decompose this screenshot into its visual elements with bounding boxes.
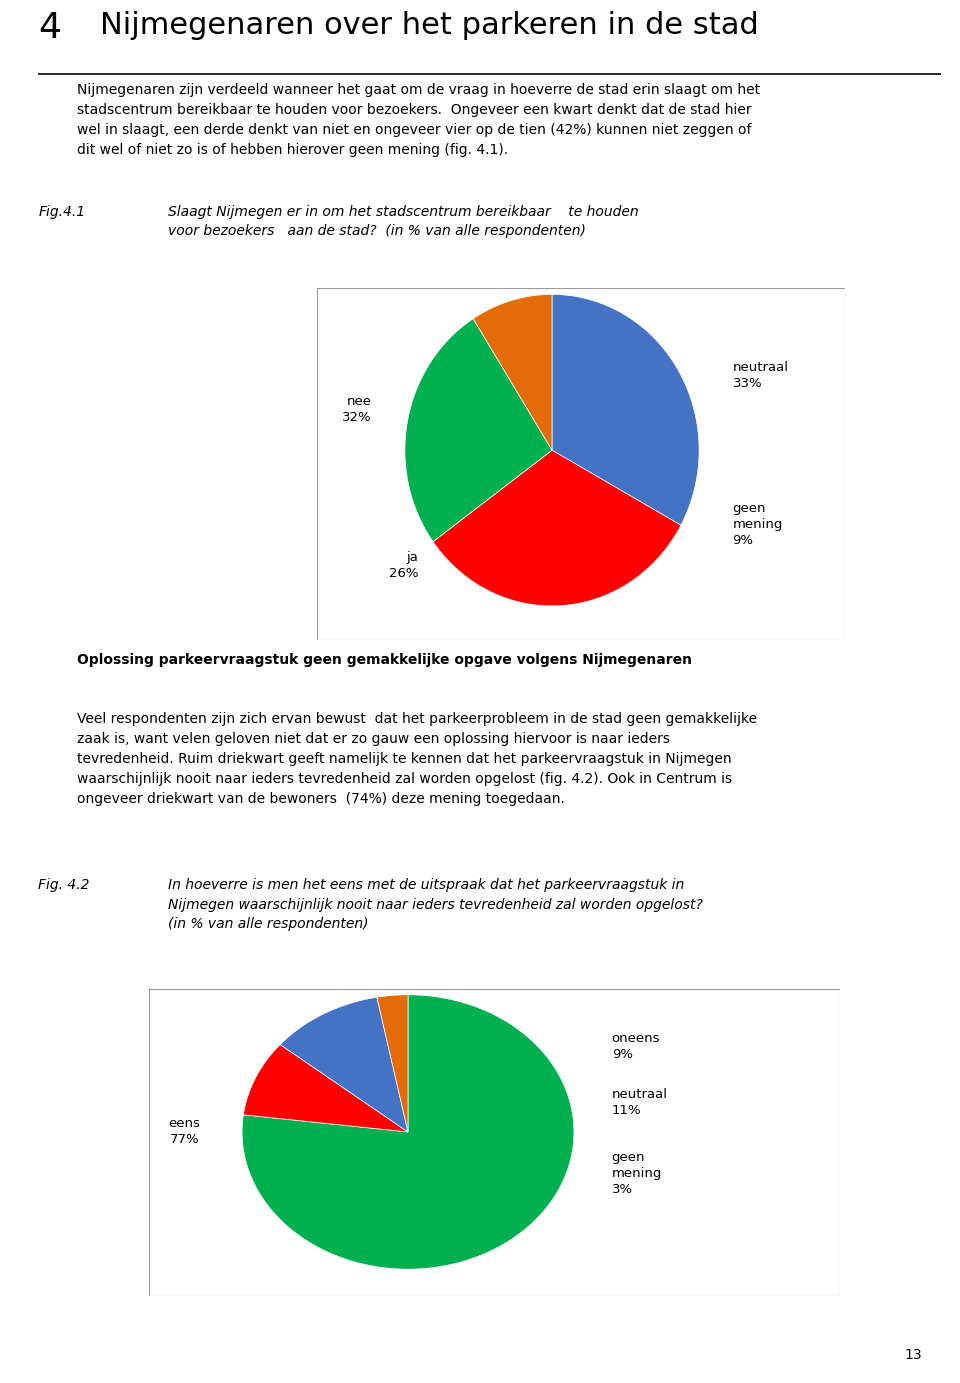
Text: neutraal
33%: neutraal 33% xyxy=(732,361,788,390)
Text: eens
77%: eens 77% xyxy=(168,1117,200,1147)
Text: 4: 4 xyxy=(38,11,61,46)
Text: Fig.4.1: Fig.4.1 xyxy=(38,205,85,219)
Polygon shape xyxy=(552,295,699,526)
Text: Slaagt Nijmegen er in om het stadscentrum bereikbaar    te houden
voor bezoekers: Slaagt Nijmegen er in om het stadscentru… xyxy=(168,205,638,238)
Text: nee
32%: nee 32% xyxy=(342,396,372,425)
Text: neutraal
11%: neutraal 11% xyxy=(612,1087,667,1116)
Text: geen
mening
3%: geen mening 3% xyxy=(612,1151,662,1196)
Text: Fig. 4.2: Fig. 4.2 xyxy=(38,878,90,892)
FancyBboxPatch shape xyxy=(317,288,845,640)
Text: 13: 13 xyxy=(904,1347,922,1362)
Polygon shape xyxy=(433,451,681,606)
Polygon shape xyxy=(377,994,408,1131)
Polygon shape xyxy=(473,295,552,451)
Polygon shape xyxy=(244,1044,408,1131)
Text: Nijmegenaren zijn verdeeld wanneer het gaat om de vraag in hoeverre de stad erin: Nijmegenaren zijn verdeeld wanneer het g… xyxy=(77,83,760,158)
Text: In hoeverre is men het eens met de uitspraak dat het parkeervraagstuk in
Nijmege: In hoeverre is men het eens met de uitsp… xyxy=(168,878,703,931)
FancyBboxPatch shape xyxy=(149,989,840,1296)
Polygon shape xyxy=(280,997,408,1131)
Text: geen
mening
9%: geen mening 9% xyxy=(732,502,783,548)
Text: Nijmegenaren over het parkeren in de stad: Nijmegenaren over het parkeren in de sta… xyxy=(100,11,758,40)
Text: ja
26%: ja 26% xyxy=(389,550,419,579)
Text: oneens
9%: oneens 9% xyxy=(612,1032,660,1061)
Text: Oplossing parkeervraagstuk geen gemakkelijke opgave volgens Nijmegenaren: Oplossing parkeervraagstuk geen gemakkel… xyxy=(77,653,692,667)
Polygon shape xyxy=(242,994,574,1270)
Polygon shape xyxy=(405,318,552,542)
Text: Veel respondenten zijn zich ervan bewust  dat het parkeerprobleem in de stad gee: Veel respondenten zijn zich ervan bewust… xyxy=(77,712,756,806)
